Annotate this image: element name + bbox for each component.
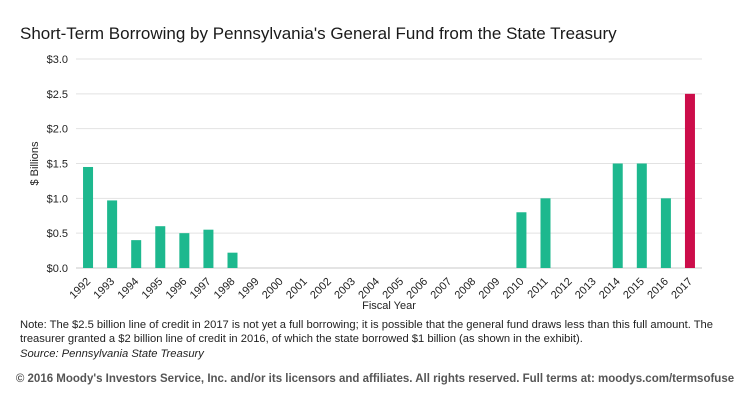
y-tick-labels: $0.0 $0.5 $1.0 $1.5 $2.0 $2.5 $3.0 [47, 54, 68, 275]
bar-2014 [612, 163, 623, 268]
x-tick-label: 2003 [332, 276, 358, 302]
bars [83, 93, 695, 268]
y-axis-label: $ Billions [29, 141, 41, 186]
bar-1994 [131, 240, 142, 268]
bar-2016 [660, 198, 671, 268]
chart-source: Source: Pennsylvania State Treasury [20, 348, 204, 360]
y-tick-label: $2.0 [47, 124, 68, 136]
x-tick-label: 2016 [645, 276, 671, 302]
bar-2011 [540, 198, 551, 268]
bar-1996 [179, 233, 190, 268]
x-tick-label: 1998 [212, 276, 238, 302]
x-tick-label: 2007 [429, 276, 455, 302]
x-tick-label: 1992 [67, 276, 93, 302]
x-tick-label: 1994 [116, 276, 142, 302]
y-tick-label: $0.0 [47, 263, 68, 275]
x-tick-label: 2017 [669, 276, 695, 302]
bar-chart: $0.0$0.5$1.0$1.5$2.0$2.5$3.0 19921993199… [29, 54, 702, 312]
x-tick-label: 1999 [236, 276, 262, 302]
chart-note: Note: The $2.5 billion line of credit in… [20, 319, 713, 345]
bar-2010 [516, 212, 527, 268]
x-tick-label: 2004 [356, 276, 382, 302]
y-tick-label: $2.5 [47, 89, 68, 101]
bar-1997 [203, 229, 214, 268]
x-tick-label: 2011 [525, 276, 550, 301]
bar-2015 [636, 163, 647, 268]
x-tick-label: 1997 [188, 276, 214, 302]
x-tick-labels: 1992199319941995199619971998199920002001… [67, 276, 695, 302]
chart-title: Short-Term Borrowing by Pennsylvania's G… [20, 24, 617, 43]
x-tick-label: 2006 [404, 276, 430, 302]
x-tick-label: 2001 [284, 276, 310, 302]
y-tick-label: $1.5 [47, 159, 68, 171]
x-tick-label: 1995 [140, 276, 166, 302]
bar-1995 [155, 226, 166, 268]
bar-1998 [227, 252, 238, 268]
copyright-notice: © 2016 Moody's Investors Service, Inc. a… [15, 373, 735, 385]
bar-2017 [684, 93, 695, 268]
x-tick-label: 2014 [597, 276, 623, 302]
x-axis-label: Fiscal Year [362, 300, 416, 312]
x-tick-label: 2000 [260, 276, 286, 302]
x-tick-label: 2008 [453, 276, 479, 302]
y-tick-label: $0.5 [47, 228, 68, 240]
x-tick-label: 2012 [549, 276, 575, 302]
x-tick-label: 2002 [308, 276, 334, 302]
grid-lines [76, 58, 702, 269]
bar-1992 [83, 166, 94, 268]
x-tick-label: 2010 [501, 276, 527, 302]
x-tick-label: 1993 [91, 276, 117, 302]
x-tick-label: 2005 [380, 276, 406, 302]
x-tick-label: 1996 [164, 276, 190, 302]
y-tick-label: $1.0 [47, 193, 68, 205]
x-tick-label: 2015 [621, 276, 647, 302]
x-tick-label: 2013 [573, 276, 599, 302]
bar-1993 [107, 200, 118, 268]
y-tick-label: $3.0 [47, 54, 68, 66]
x-tick-label: 2009 [477, 276, 503, 302]
